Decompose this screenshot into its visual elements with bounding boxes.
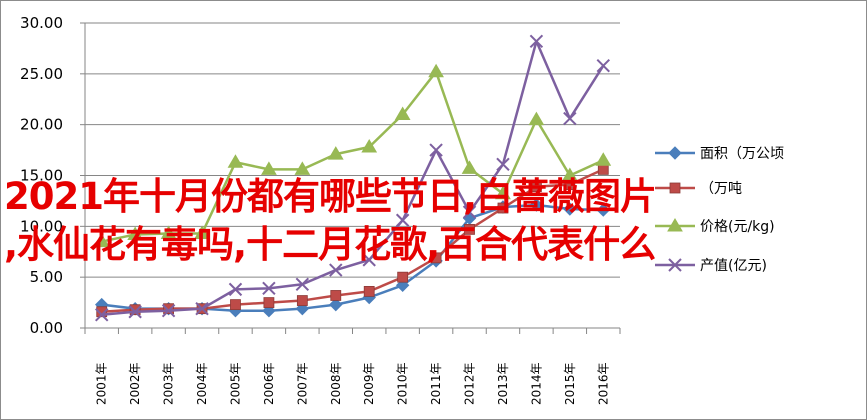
legend-item: 价格(元/kg) xyxy=(655,218,775,235)
x-tick-label: 2001年 xyxy=(95,362,109,405)
legend-marker xyxy=(668,146,682,160)
x-tick-label: 2012年 xyxy=(463,362,477,405)
legend-label: 面积（万公顷 xyxy=(700,146,784,162)
legend-item: 产值(亿元) xyxy=(655,258,767,274)
data-point xyxy=(127,226,144,240)
data-point xyxy=(160,225,177,239)
data-point xyxy=(262,281,276,296)
legend-marker xyxy=(669,182,681,194)
y-tick-label: 0.00 xyxy=(30,319,63,337)
data-point xyxy=(563,202,577,216)
x-tick-labels: 2001年 2002年 2003年 2004年 2005年 2006年 2007年 2008年… xyxy=(95,362,611,405)
data-point xyxy=(561,167,578,181)
x-tick-label: 2007年 xyxy=(295,362,309,405)
data-point xyxy=(461,160,478,174)
data-point xyxy=(529,34,544,49)
data-point xyxy=(497,202,509,214)
data-point xyxy=(495,185,511,200)
x-tick-label: 2008年 xyxy=(329,362,343,405)
data-point xyxy=(327,146,344,160)
y-tick-label: 25.00 xyxy=(20,65,63,83)
data-point xyxy=(462,205,477,219)
data-point xyxy=(596,58,610,73)
data-point xyxy=(161,304,176,318)
data-point xyxy=(96,306,108,318)
data-point xyxy=(528,111,545,126)
legend-label: 价格(元/kg) xyxy=(700,219,775,235)
data-point xyxy=(329,263,343,277)
data-point xyxy=(363,285,375,297)
legend-label: 产值(亿元) xyxy=(700,258,767,274)
y-tick-label: 5.00 xyxy=(30,268,63,286)
data-point xyxy=(128,305,142,319)
y-tick-label: 20.00 xyxy=(20,116,63,134)
data-point xyxy=(595,152,612,166)
data-point xyxy=(227,154,244,168)
data-point xyxy=(296,295,308,306)
data-point xyxy=(395,213,410,227)
x-tick-label: 2013年 xyxy=(496,362,510,405)
headline-line-1: 2021年十月份都有哪些节日,白蔷薇图片 xyxy=(4,175,657,218)
x-tick-label: 2015年 xyxy=(563,362,577,405)
y-tick-labels: 0.00 5.00 10.00 15.00 20.00 25.00 30.00 xyxy=(20,14,63,337)
y-tick-label: 15.00 xyxy=(20,167,63,185)
x-tick-label: 2016年 xyxy=(596,362,610,405)
data-point xyxy=(195,301,209,316)
legend-label: （万吨 xyxy=(700,181,742,197)
data-point xyxy=(230,299,241,311)
legend-item: （万吨 xyxy=(655,181,742,197)
series-layer xyxy=(93,34,612,322)
x-tick-label: 2006年 xyxy=(262,362,276,405)
x-tick-label: 2003年 xyxy=(162,362,176,405)
data-point xyxy=(531,181,542,193)
data-point xyxy=(294,161,311,175)
data-point xyxy=(93,233,110,248)
x-tick-label: 2009年 xyxy=(362,362,376,405)
data-point xyxy=(330,290,342,301)
data-point xyxy=(263,297,275,308)
data-point xyxy=(163,303,174,315)
data-point xyxy=(228,282,243,297)
x-tick-label: 2005年 xyxy=(228,362,242,405)
legend-item: 面积（万公顷 xyxy=(655,146,784,162)
data-point xyxy=(563,111,577,126)
series-line-4 xyxy=(101,40,605,317)
data-point xyxy=(596,203,610,217)
legend-marker xyxy=(668,258,682,272)
legend-marker xyxy=(667,218,683,232)
x-tick-label: 2004年 xyxy=(195,362,209,405)
y-tick-label: 30.00 xyxy=(20,14,63,32)
y-tick-label: 10.00 xyxy=(20,217,63,235)
data-point xyxy=(129,304,141,316)
x-tick-label: 2014年 xyxy=(529,362,543,405)
headline-line-2: ,水仙花有毒吗,十二月花歌,百合代表什么 xyxy=(4,223,656,266)
x-tick-label: 2010年 xyxy=(396,362,410,405)
series-line-3 xyxy=(101,70,604,243)
data-point xyxy=(261,161,277,175)
headline-overlay: 2021年十月份都有哪些节日,白蔷薇图片 ,水仙花有毒吗,十二月花歌,百合代表什… xyxy=(4,173,864,269)
data-point xyxy=(194,225,210,239)
x-tick-label: 2011年 xyxy=(429,362,443,405)
data-point xyxy=(430,252,442,264)
data-point xyxy=(394,106,411,120)
x-tick-label: 2002年 xyxy=(128,362,142,405)
data-point xyxy=(361,139,378,153)
data-point xyxy=(362,253,376,267)
data-point xyxy=(496,157,510,172)
axes xyxy=(80,22,621,334)
data-point xyxy=(429,143,443,157)
data-point xyxy=(295,277,310,291)
data-point xyxy=(95,308,109,322)
data-point xyxy=(329,297,343,312)
data-point xyxy=(529,198,544,212)
data-point xyxy=(428,63,444,78)
data-point xyxy=(464,223,475,235)
data-point xyxy=(397,271,409,283)
